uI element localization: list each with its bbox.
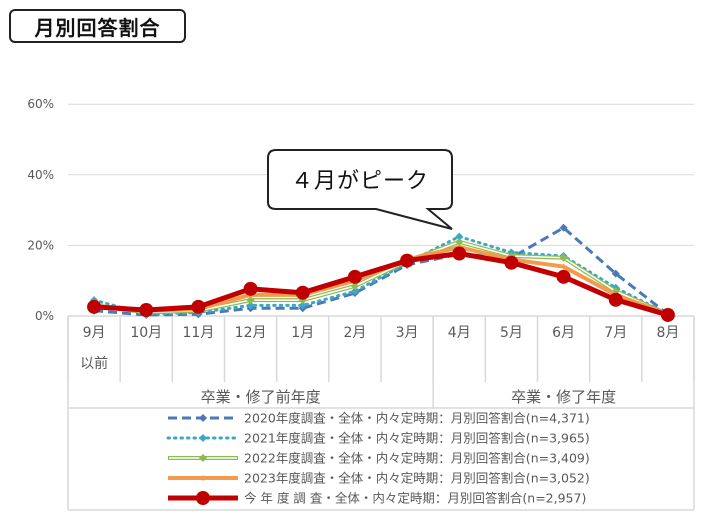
- legend-label: 今 年 度 調 査・全体・内々定時期：月別回答割合(n=2,957): [244, 491, 586, 506]
- x-tick-label: 7月: [604, 325, 627, 341]
- x-tick-label: 11月: [183, 325, 215, 341]
- x-tick-label: 10月: [130, 325, 162, 341]
- legend-item: 2023年度調査・全体・内々定時期：月別回答割合(n=3,052): [168, 471, 590, 486]
- legend-label: 2021年度調査・全体・内々定時期：月別回答割合(n=3,965): [244, 431, 590, 446]
- x-tick-label: 12月: [235, 325, 267, 341]
- x-group-label: 卒業・修了年度: [511, 388, 616, 406]
- y-tick-label: 0%: [35, 309, 54, 323]
- chart-title: 月別回答割合: [9, 9, 186, 43]
- legend-item: 今 年 度 調 査・全体・内々定時期：月別回答割合(n=2,957): [168, 491, 586, 506]
- legend-item: 2022年度調査・全体・内々定時期：月別回答割合(n=3,409): [168, 451, 590, 466]
- series-line: [87, 246, 675, 322]
- x-tick-label: 5月: [500, 325, 523, 341]
- legend-item: 2021年度調査・全体・内々定時期：月別回答割合(n=3,965): [166, 431, 590, 446]
- x-tick-label: 3月: [396, 325, 419, 341]
- x-tick-label: 6月: [552, 325, 575, 341]
- legend-label: 2020年度調査・全体・内々定時期：月別回答割合(n=4,371): [244, 411, 590, 426]
- callout-bubble: ４月がピーク: [267, 149, 453, 230]
- x-tick-label: 8月: [656, 325, 679, 341]
- x-tick-label: 2月: [343, 325, 366, 341]
- legend-label: 2023年度調査・全体・内々定時期：月別回答割合(n=3,052): [244, 471, 590, 486]
- x-tick-label: 以前: [80, 355, 108, 372]
- x-group-label: 卒業・修了前年度: [201, 388, 321, 406]
- y-tick-label: 20%: [27, 238, 54, 252]
- x-tick-label: 4月: [448, 325, 471, 341]
- y-tick-label: 60%: [27, 97, 54, 111]
- callout-text: ４月がピーク: [291, 169, 429, 194]
- x-tick-label: 1月: [291, 325, 314, 341]
- legend-item: 2020年度調査・全体・内々定時期：月別回答割合(n=4,371): [168, 411, 590, 426]
- y-tick-label: 40%: [27, 168, 54, 182]
- legend-label: 2022年度調査・全体・内々定時期：月別回答割合(n=3,409): [244, 451, 590, 466]
- x-tick-label: 9月: [83, 325, 106, 341]
